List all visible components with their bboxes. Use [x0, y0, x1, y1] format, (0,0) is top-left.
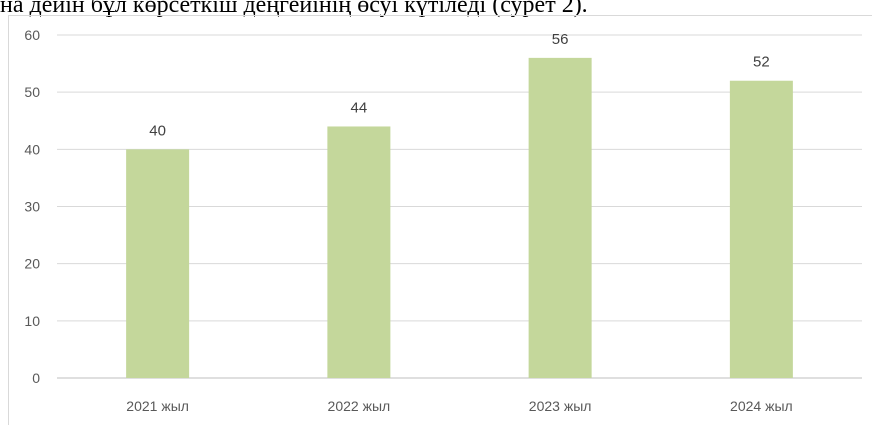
data-label: 40	[149, 122, 166, 139]
y-tick-label: 20	[24, 256, 40, 272]
y-tick-label: 60	[24, 27, 40, 43]
x-tick-label: 2022 жыл	[328, 398, 391, 414]
chart-frame	[8, 15, 872, 425]
y-tick-label: 30	[24, 199, 40, 215]
y-tick-label: 50	[24, 84, 40, 100]
gridlines	[57, 34, 862, 379]
y-axis-ticks: 0 10 20 30 40 50 60	[24, 27, 40, 386]
data-label: 56	[552, 31, 569, 48]
x-tick-label: 2021 жыл	[126, 398, 189, 414]
bar	[729, 80, 793, 378]
bar	[126, 149, 190, 378]
x-tick-label: 2023 жыл	[529, 398, 592, 414]
x-axis-ticks: 2021 жыл 2022 жыл 2023 жыл 2024 жыл	[126, 398, 792, 414]
bar	[528, 57, 592, 378]
document-caption-text: на дейін бұл көрсеткіш деңгейінің өсуі к…	[0, 0, 588, 18]
data-label: 52	[753, 54, 770, 71]
data-labels: 40 44 56 52	[149, 31, 769, 139]
x-tick-label: 2024 жыл	[730, 398, 793, 414]
bar	[327, 126, 391, 378]
y-tick-label: 0	[32, 370, 40, 386]
data-label: 44	[351, 99, 368, 116]
y-tick-label: 10	[24, 313, 40, 329]
y-tick-label: 40	[24, 141, 40, 157]
bars	[126, 57, 793, 378]
